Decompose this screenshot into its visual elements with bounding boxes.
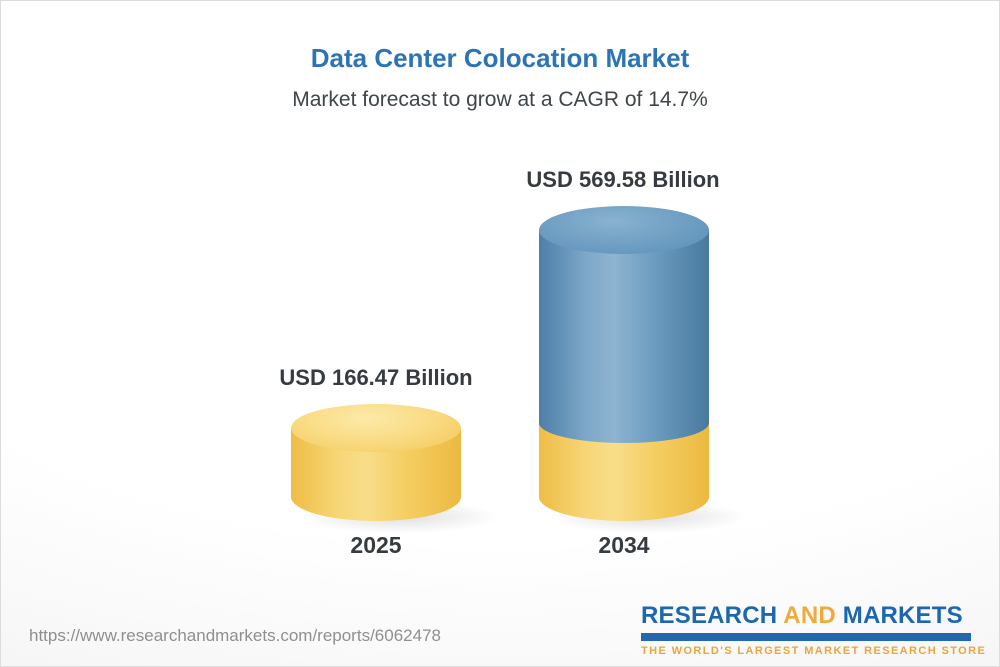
source-url: https://www.researchandmarkets.com/repor… [29, 626, 441, 645]
bar-value-label-2034: USD 569.58 Billion [526, 167, 720, 192]
bar-2034-top-cap [539, 206, 709, 254]
logo-divider-bar [641, 633, 971, 641]
x-axis-label-2034: 2034 [598, 532, 650, 558]
logo-wordmark: RESEARCH AND MARKETS [641, 602, 971, 630]
logo-word-markets: MARKETS [842, 602, 963, 629]
research-and-markets-logo: RESEARCH AND MARKETS THE WORLD'S LARGEST… [641, 602, 987, 657]
logo-word-research: RESEARCH [641, 602, 778, 629]
logo-tagline: THE WORLD'S LARGEST MARKET RESEARCH STOR… [641, 645, 987, 657]
bar-value-label-2025: USD 166.47 Billion [279, 365, 473, 390]
x-axis-label-2025: 2025 [350, 532, 402, 558]
bar-2025-top-cap [291, 404, 461, 452]
page-title: Data Center Colocation Market [310, 43, 690, 73]
bar-2034 [539, 206, 709, 521]
page-subtitle: Market forecast to grow at a CAGR of 14.… [292, 88, 708, 111]
logo-word-and: AND [783, 602, 836, 629]
bar-2025 [291, 404, 461, 521]
bar-2034-blue-segment [539, 230, 709, 443]
